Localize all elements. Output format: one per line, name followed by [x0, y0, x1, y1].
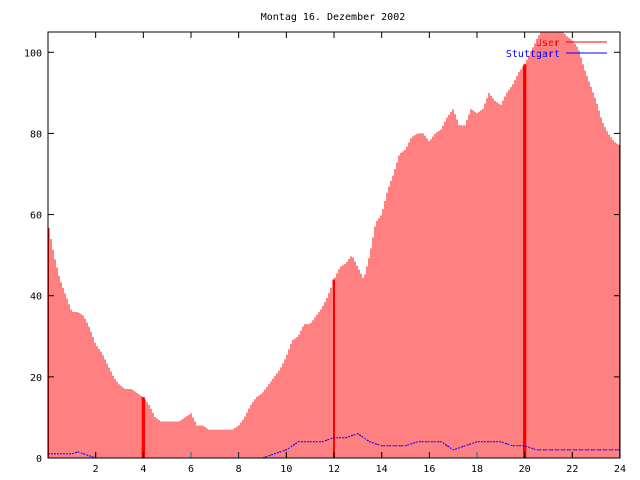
legend-label-user: User [536, 38, 560, 49]
user-impulse-emphasis [523, 64, 527, 458]
x-tick-label: 8 [236, 464, 242, 475]
y-tick-label: 80 [30, 129, 42, 140]
user-impulse-emphasis [332, 279, 336, 458]
legend: User Stuttgart [506, 38, 607, 60]
legend-label-stuttgart: Stuttgart [506, 49, 560, 60]
x-tick-label: 18 [471, 464, 483, 475]
x-tick-label: 12 [328, 464, 340, 475]
y-tick-label: 100 [24, 48, 42, 59]
user-impulse-emphasis [141, 397, 145, 458]
y-tick-label: 60 [30, 211, 42, 222]
chart-title: Montag 16. Dezember 2002 [261, 12, 406, 23]
x-tick-label: 2 [93, 464, 99, 475]
x-tick-label: 22 [566, 464, 578, 475]
y-tick-label: 40 [30, 292, 42, 303]
x-tick-label: 4 [140, 464, 146, 475]
x-tick-label: 24 [614, 464, 626, 475]
series-user [48, 32, 620, 458]
x-tick-label: 16 [423, 464, 435, 475]
x-tick-label: 20 [519, 464, 531, 475]
x-tick-label: 10 [280, 464, 292, 475]
x-tick-label: 14 [376, 464, 388, 475]
series-layer [48, 32, 620, 459]
y-tick-label: 20 [30, 373, 42, 384]
x-tick-label: 6 [188, 464, 194, 475]
y-tick-label: 0 [36, 454, 42, 465]
